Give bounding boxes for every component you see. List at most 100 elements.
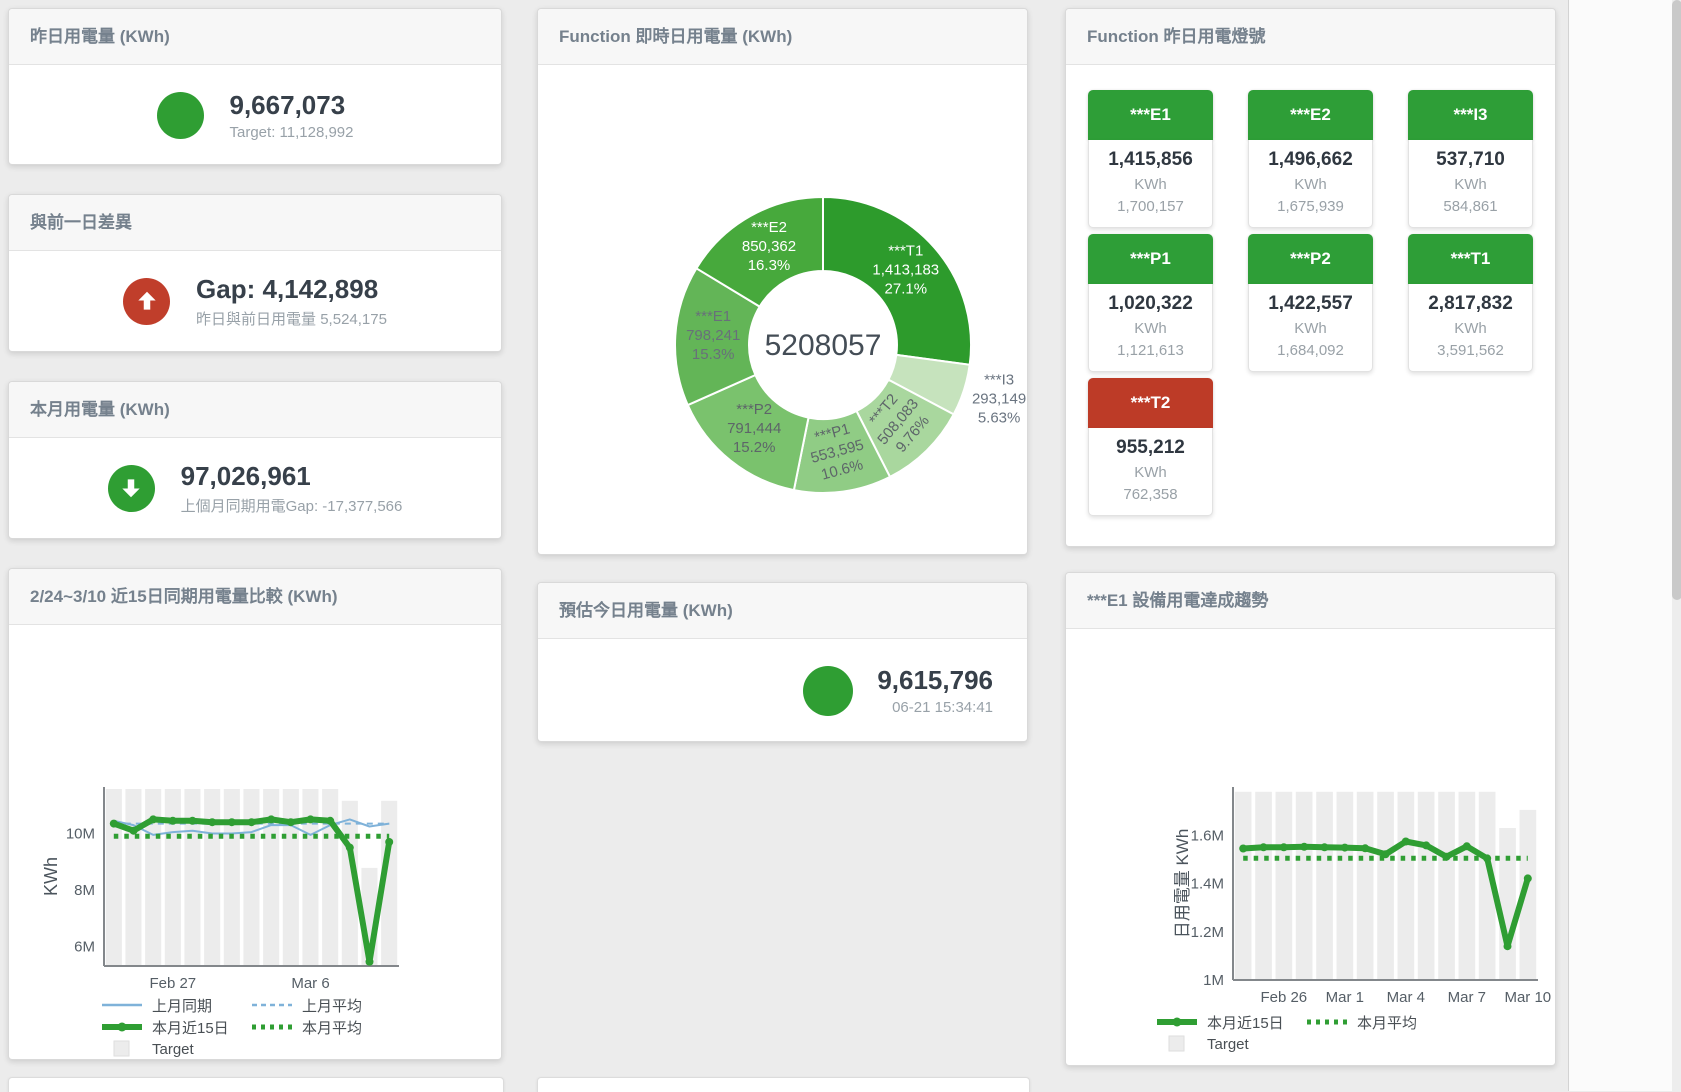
card-realtime-title: Function 即時日用電量 (KWh) bbox=[538, 9, 1027, 65]
target-bar bbox=[184, 789, 201, 966]
series-point bbox=[1361, 844, 1370, 853]
legend-label: 上月平均 bbox=[302, 997, 363, 1015]
tile-target-value: 584,861 bbox=[1443, 198, 1498, 215]
card-trend-chart: ***E1 設備用電達成趨勢 1M 1.2M 1.4M 1.6M Feb 26 Mar 1… bbox=[1065, 572, 1556, 1066]
legend-item-上月同期[interactable]: 上月同期 bbox=[101, 994, 251, 1016]
tile-T2[interactable]: ***T2 955,212 KWh 762,358 bbox=[1088, 378, 1213, 516]
target-bar bbox=[322, 789, 339, 966]
target-bar bbox=[125, 789, 142, 966]
tile-status-header: ***P1 bbox=[1088, 234, 1213, 284]
card-month-usage: 本月用電量 (KWh) 97,026,961 上個月同期用電Gap: -17,3… bbox=[8, 381, 502, 539]
legend-item-本月近15日[interactable]: 本月近15日 bbox=[101, 1016, 251, 1038]
target-bar bbox=[1417, 791, 1435, 980]
series-point bbox=[365, 957, 374, 966]
target-bar bbox=[204, 789, 221, 966]
tile-target-value: 1,121,613 bbox=[1117, 342, 1184, 359]
compare-chart-body: 6M 8M 10M Feb 27 Mar 6 KWh 上月同期 上月平均 本月近15日 本月平均… bbox=[9, 625, 501, 1060]
card-day-gap: 與前一日差異 Gap: 4,142,898 昨日與前日用電量 5,524,175 bbox=[8, 194, 502, 352]
legend-item-Target[interactable]: Target bbox=[101, 1038, 251, 1060]
legend-sample-dashed-icon bbox=[252, 1003, 292, 1007]
series-point bbox=[1503, 942, 1512, 951]
tile-target-value: 1,700,157 bbox=[1117, 198, 1184, 215]
yesterday-usage-body: 9,667,073 Target: 11,128,992 bbox=[9, 65, 501, 165]
right-column: Function 昨日用電燈號 ***E1 1,415,856 KWh 1,700,1… bbox=[1065, 8, 1556, 1066]
donut-slice-E2[interactable] bbox=[695, 195, 824, 308]
arrow-up-icon bbox=[123, 277, 171, 325]
x-tick-label: Mar 1 bbox=[1326, 989, 1364, 1006]
target-bar bbox=[1234, 791, 1252, 980]
series-point bbox=[109, 819, 118, 828]
series-point bbox=[1483, 854, 1492, 863]
legend-label: 本月平均 bbox=[302, 1019, 363, 1037]
series-point bbox=[129, 826, 138, 835]
estimate-timestamp: 06-21 15:34:41 bbox=[892, 699, 993, 716]
card-yesterday-title: 昨日用電量 (KWh) bbox=[9, 9, 501, 65]
trend-chart-body: 1M 1.2M 1.4M 1.6M Feb 26 Mar 1 Mar 4 Mar 7 Mar 1… bbox=[1066, 629, 1555, 1055]
green-status-circle bbox=[156, 91, 204, 139]
lights-grid: ***E1 1,415,856 KWh 1,700,157 ***E2 1,496,662… bbox=[1066, 65, 1555, 516]
target-bar bbox=[282, 789, 299, 966]
donut-slice-label-I3: ***I3 293,149 5.63% bbox=[972, 372, 1026, 427]
target-bar bbox=[1255, 791, 1272, 980]
legend-item-本月平均[interactable]: 本月平均 bbox=[251, 1016, 401, 1038]
tile-target-value: 1,675,939 bbox=[1277, 198, 1344, 215]
tile-status-header: ***E1 bbox=[1088, 90, 1213, 140]
month-usage-value: 97,026,961 bbox=[180, 460, 311, 491]
scrollbar-thumb[interactable] bbox=[1672, 0, 1681, 600]
legend-sample-thick-icon bbox=[1157, 1017, 1197, 1027]
compare-chart-legend: 上月同期 上月平均本月近15日 本月平均 Target bbox=[101, 994, 421, 1060]
tile-E2[interactable]: ***E2 1,496,662 KWh 1,675,939 bbox=[1248, 90, 1373, 228]
target-bar bbox=[243, 789, 260, 966]
target-bar bbox=[1356, 791, 1374, 980]
legend-label: 上月同期 bbox=[152, 997, 213, 1015]
card-lights-title: Function 昨日用電燈號 bbox=[1066, 9, 1555, 65]
legend-item-本月平均[interactable]: 本月平均 bbox=[1306, 1011, 1456, 1033]
tile-body: 1,415,856 KWh 1,700,157 bbox=[1088, 140, 1213, 228]
legend-sample-square-icon bbox=[1168, 1035, 1185, 1052]
donut-slice-T1[interactable] bbox=[822, 195, 973, 366]
series-point bbox=[345, 843, 354, 852]
tile-unit: KWh bbox=[1454, 176, 1487, 193]
tile-value: 1,415,856 bbox=[1108, 149, 1193, 170]
card-lights-panel: Function 昨日用電燈號 ***E1 1,415,856 KWh 1,700,1… bbox=[1065, 8, 1556, 547]
target-bar bbox=[1478, 791, 1496, 980]
tile-P1[interactable]: ***P1 1,020,322 KWh 1,121,613 bbox=[1088, 234, 1213, 372]
tile-body: 2,817,832 KWh 3,591,562 bbox=[1408, 284, 1533, 372]
target-bar bbox=[223, 789, 240, 966]
tile-status-header: ***I3 bbox=[1408, 90, 1533, 140]
target-bar bbox=[1458, 791, 1476, 980]
series-point bbox=[247, 818, 256, 827]
day-gap-body: Gap: 4,142,898 昨日與前日用電量 5,524,175 bbox=[9, 251, 501, 351]
estimate-body: 9,615,796 06-21 15:34:41 bbox=[538, 639, 1027, 742]
tile-I3[interactable]: ***I3 537,710 KWh 584,861 bbox=[1408, 90, 1533, 228]
tile-T1[interactable]: ***T1 2,817,832 KWh 3,591,562 bbox=[1408, 234, 1533, 372]
legend-label: 本月近15日 bbox=[152, 1019, 229, 1037]
series-point bbox=[168, 816, 177, 825]
series-point bbox=[286, 818, 295, 827]
x-tick-label: Mar 7 bbox=[1448, 989, 1486, 1006]
yesterday-usage-target: Target: 11,128,992 bbox=[229, 123, 354, 141]
series-point bbox=[227, 818, 236, 827]
y-tick-label: 1.2M bbox=[1191, 924, 1224, 941]
right-page-margin bbox=[1568, 0, 1681, 1091]
donut-slice-E1[interactable] bbox=[674, 266, 762, 407]
series-point bbox=[1422, 841, 1431, 850]
target-bar bbox=[1519, 809, 1537, 980]
day-gap-value: Gap: 4,142,898 bbox=[196, 273, 379, 304]
card-realtime-donut: Function 即時日用電量 (KWh) ***T1 1,413,183 27.1… bbox=[537, 8, 1028, 555]
scrollbar-track[interactable] bbox=[1672, 0, 1681, 1091]
tile-P2[interactable]: ***P2 1,422,557 KWh 1,684,092 bbox=[1248, 234, 1373, 372]
target-bar bbox=[105, 789, 122, 966]
legend-sample-thin-icon bbox=[102, 1003, 142, 1007]
legend-label: 本月近15日 bbox=[1207, 1014, 1284, 1032]
tile-E1[interactable]: ***E1 1,415,856 KWh 1,700,157 bbox=[1088, 90, 1213, 228]
legend-item-上月平均[interactable]: 上月平均 bbox=[251, 994, 401, 1016]
y-axis-title: KWh bbox=[41, 857, 61, 896]
tile-unit: KWh bbox=[1134, 320, 1167, 337]
y-axis-title: 日用電量 KWh bbox=[1173, 829, 1192, 939]
legend-item-本月近15日[interactable]: 本月近15日 bbox=[1156, 1011, 1306, 1033]
series-point bbox=[1239, 844, 1248, 853]
legend-item-Target[interactable]: Target bbox=[1156, 1033, 1306, 1055]
tile-value: 1,422,557 bbox=[1268, 293, 1353, 314]
realtime-donut-body: ***T1 1,413,183 27.1% ***I3 293,149 5.63% ***T… bbox=[538, 65, 1027, 555]
